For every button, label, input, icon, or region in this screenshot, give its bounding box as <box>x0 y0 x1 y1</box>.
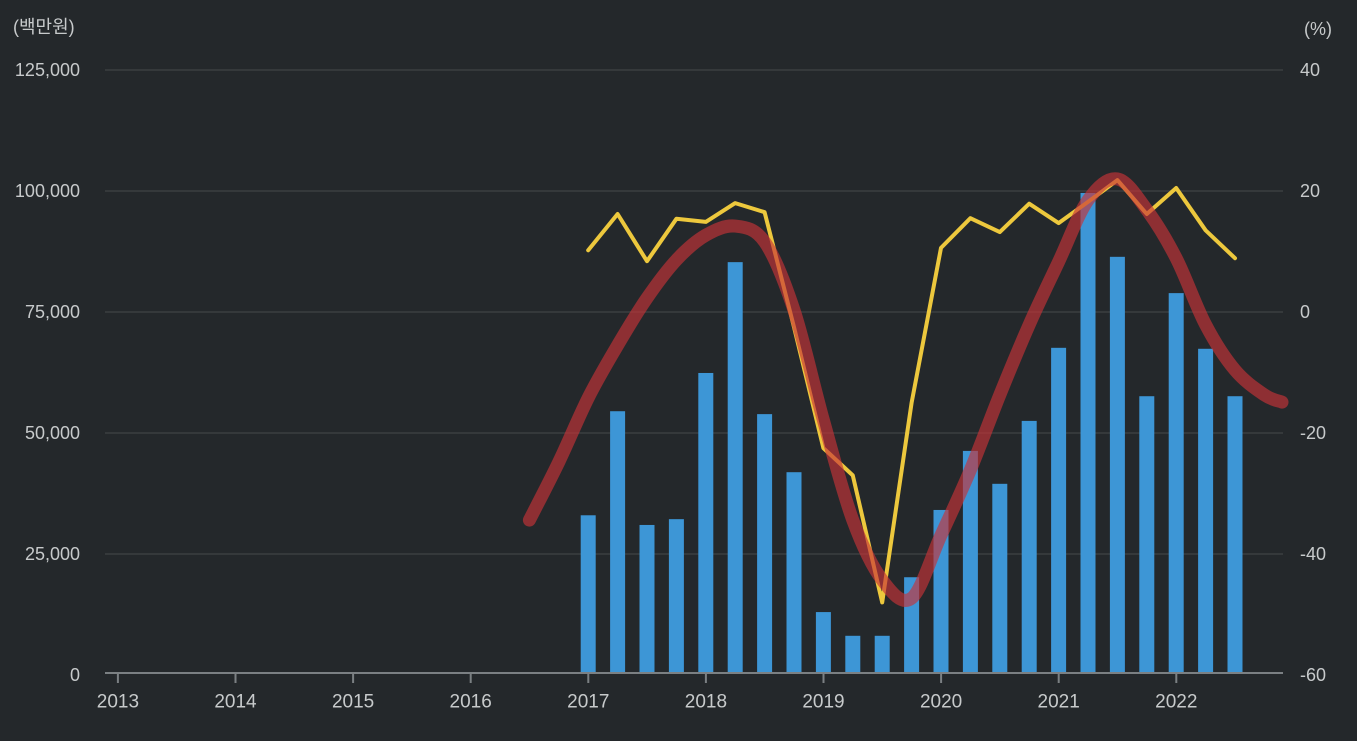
x-axis-year-label-2016: 2016 <box>450 692 492 713</box>
x-axis <box>105 672 1283 683</box>
bar-2018-q3 <box>757 414 773 672</box>
right-axis-tick-label: -60 <box>1300 665 1326 685</box>
growth-trend-line <box>522 172 1289 607</box>
right-axis-unit-label: (%) <box>1304 19 1332 39</box>
bar-series <box>580 192 1243 672</box>
bar-2018-q1 <box>698 372 714 672</box>
x-axis-year-label-2017: 2017 <box>567 692 609 713</box>
left-axis-tick-label: 25,000 <box>25 544 80 564</box>
bar-2020-q2 <box>962 450 978 672</box>
bar-2019-q2 <box>845 635 861 672</box>
bar-2021-q3 <box>1109 256 1125 672</box>
bar-2017-q3 <box>639 524 655 672</box>
bar-2017-q1 <box>580 515 596 672</box>
bar-2020-q3 <box>992 483 1008 672</box>
left-axis-tick-label: 100,000 <box>15 181 80 201</box>
bar-2019-q3 <box>874 635 890 672</box>
gridlines <box>105 69 1283 555</box>
bar-2021-q4 <box>1139 396 1155 672</box>
right-axis-tick-label: 0 <box>1300 302 1310 322</box>
right-axis-tick-label: -20 <box>1300 423 1326 443</box>
right-axis-tick-label: 20 <box>1300 181 1320 201</box>
x-axis-year-label-2022: 2022 <box>1155 692 1197 713</box>
axis-tick-labels: 125,000 100,000 75,000 50,000 25,000 0 40 20 0 -2… <box>15 60 1326 713</box>
bar-2022-q2 <box>1198 348 1214 672</box>
x-axis-year-label-2014: 2014 <box>214 692 257 713</box>
bar-2017-q4 <box>668 519 684 672</box>
bar-2019-q1 <box>815 612 831 672</box>
bar-2022-q3 <box>1227 396 1243 672</box>
bar-2018-q4 <box>786 472 802 672</box>
bar-2021-q1 <box>1051 347 1067 672</box>
right-axis-tick-label: 40 <box>1300 60 1320 80</box>
bar-2018-q2 <box>727 262 743 672</box>
x-axis-year-label-2015: 2015 <box>332 692 374 713</box>
x-axis-year-label-2018: 2018 <box>685 692 727 713</box>
left-axis-tick-label: 50,000 <box>25 423 80 443</box>
x-axis-year-label-2021: 2021 <box>1038 692 1080 713</box>
x-axis-year-label-2020: 2020 <box>920 692 962 713</box>
left-axis-tick-label: 0 <box>70 665 80 685</box>
x-axis-year-label-2013: 2013 <box>97 692 139 713</box>
line-series <box>522 172 1289 607</box>
x-axis-year-label-2019: 2019 <box>802 692 844 713</box>
left-axis-tick-label: 75,000 <box>25 302 80 322</box>
bar-2020-q4 <box>1021 420 1037 672</box>
right-axis-tick-label: -40 <box>1300 544 1326 564</box>
bar-2017-q2 <box>610 411 626 672</box>
left-axis-tick-label: 125,000 <box>15 60 80 80</box>
bar-2022-q1 <box>1168 293 1184 672</box>
left-axis-unit-label: (백만원) <box>13 17 75 37</box>
bar-2021-q2 <box>1080 192 1096 672</box>
